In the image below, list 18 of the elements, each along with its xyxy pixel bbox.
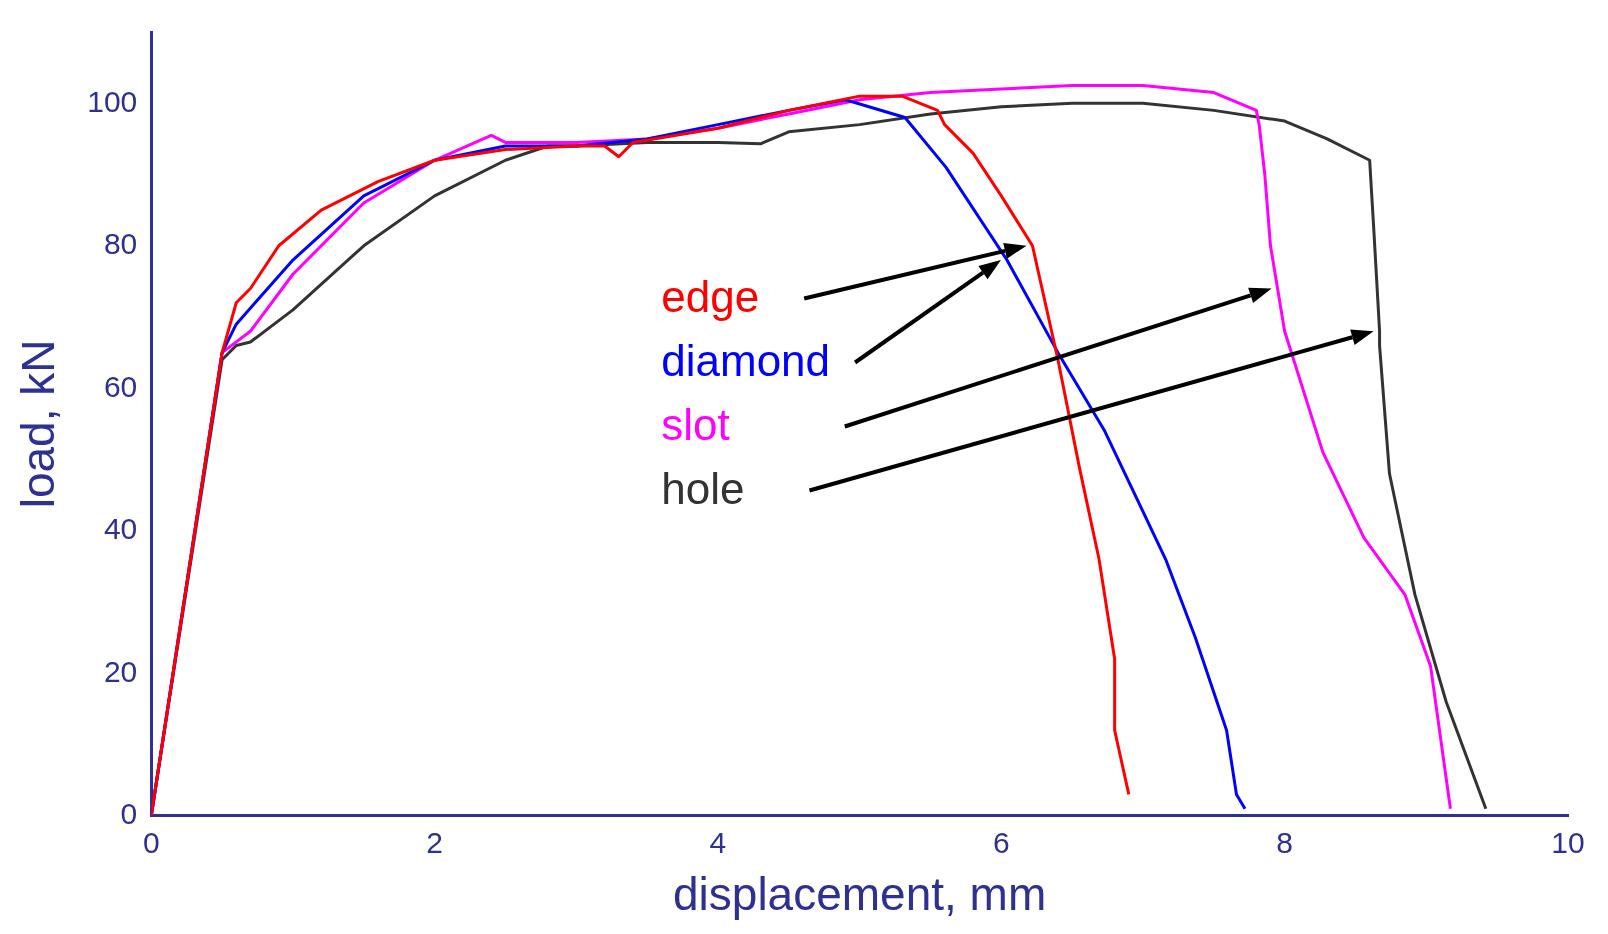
x-tick-label: 0 xyxy=(142,826,160,860)
y-tick-label: 60 xyxy=(103,369,138,403)
y-tick-label: 40 xyxy=(103,512,138,546)
x-tick-label: 8 xyxy=(1276,826,1293,860)
text: edge xyxy=(661,271,760,321)
x-tick-label: 2 xyxy=(426,826,443,860)
y-axis-title: load, kN xyxy=(12,339,65,509)
text: diamond xyxy=(661,335,831,385)
x-axis-title: displacement, mm xyxy=(673,868,1047,921)
text: slot xyxy=(661,399,730,449)
y-tick-label: 80 xyxy=(103,227,138,261)
y-tick-label: 20 xyxy=(103,654,138,688)
y-tick-label: 100 xyxy=(87,84,138,118)
x-tick-label: 10 xyxy=(1551,826,1585,860)
x-tick-label: 4 xyxy=(709,826,727,860)
x-tick-label: 6 xyxy=(992,826,1010,860)
y-tick-label: 0 xyxy=(120,797,138,831)
text: hole xyxy=(661,463,745,513)
